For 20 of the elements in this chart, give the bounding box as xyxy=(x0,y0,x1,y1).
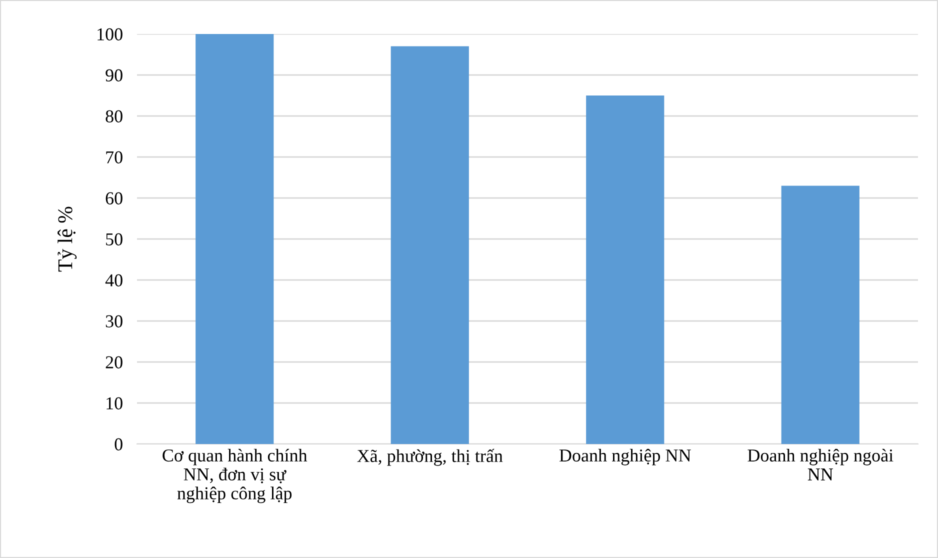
x-tick-label: Doanh nghiệp NN xyxy=(559,448,691,466)
y-tick-label: 50 xyxy=(106,233,122,246)
y-tick-label: 10 xyxy=(106,397,122,410)
bar xyxy=(196,34,274,444)
bar xyxy=(781,186,860,444)
y-tick-label: 60 xyxy=(106,192,122,204)
y-tick-label: 100 xyxy=(98,28,122,40)
bar xyxy=(586,96,664,444)
bar xyxy=(390,46,469,444)
y-tick-label: 0 xyxy=(114,438,122,450)
y-axis-title: Tỷ lệ % xyxy=(58,206,77,272)
x-tick-label: Xã, phường, thị trấn xyxy=(357,448,503,466)
y-tick-label: 90 xyxy=(106,69,122,82)
y-tick-label: 40 xyxy=(105,274,122,286)
x-tick-label: Cơ quan hành chính NN, đơn vị sự nghiệp công lập xyxy=(162,448,308,504)
y-tick-label: 30 xyxy=(106,315,122,328)
y-tick-label: 80 xyxy=(106,110,122,122)
x-tick-label: Doanh nghiệp ngoài NN xyxy=(748,448,894,480)
y-tick-label: 70 xyxy=(106,151,122,164)
y-tick-label: 20 xyxy=(106,356,122,368)
